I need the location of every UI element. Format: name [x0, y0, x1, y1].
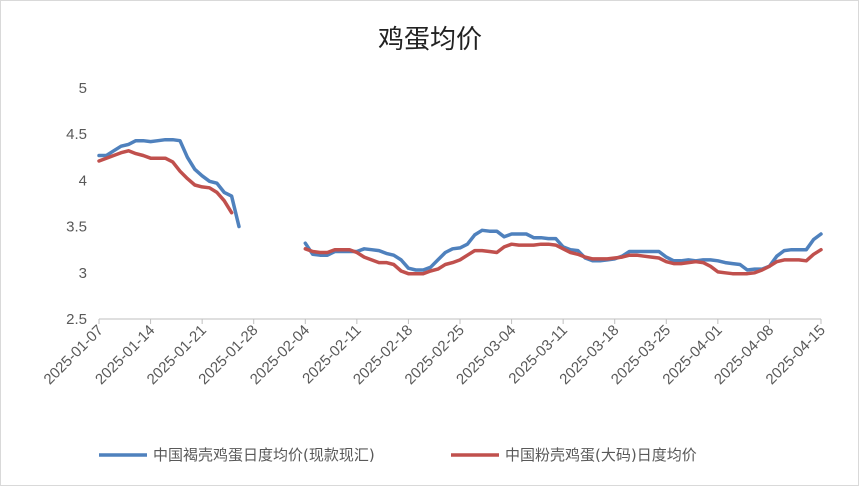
y-tick-label: 2.5	[66, 311, 87, 328]
y-tick-label: 4.5	[66, 126, 87, 143]
y-tick-label: 3.5	[66, 219, 87, 236]
y-tick-label: 3	[79, 265, 87, 282]
y-axis-ticks: 2.5 3 3.5 4 4.5 5	[66, 80, 87, 328]
x-axis: 2025-01-072025-01-142025-01-212025-01-28…	[41, 318, 829, 388]
legend-label-1: 中国褐壳鸡蛋日度均价(现款现汇)	[153, 446, 375, 464]
series-1-line-segment-1	[97, 137, 241, 229]
series-2-line-segment-2	[303, 242, 823, 276]
series-lines	[97, 137, 823, 276]
legend: 中国褐壳鸡蛋日度均价(现款现汇) 中国粉壳鸡蛋(大码)日度均价	[99, 446, 697, 464]
y-tick-label: 5	[79, 80, 87, 97]
legend-label-2: 中国粉壳鸡蛋(大码)日度均价	[505, 446, 697, 464]
chart-title: 鸡蛋均价	[378, 25, 482, 55]
series-2-line-segment-1	[97, 149, 234, 215]
y-tick-label: 4	[79, 172, 87, 189]
